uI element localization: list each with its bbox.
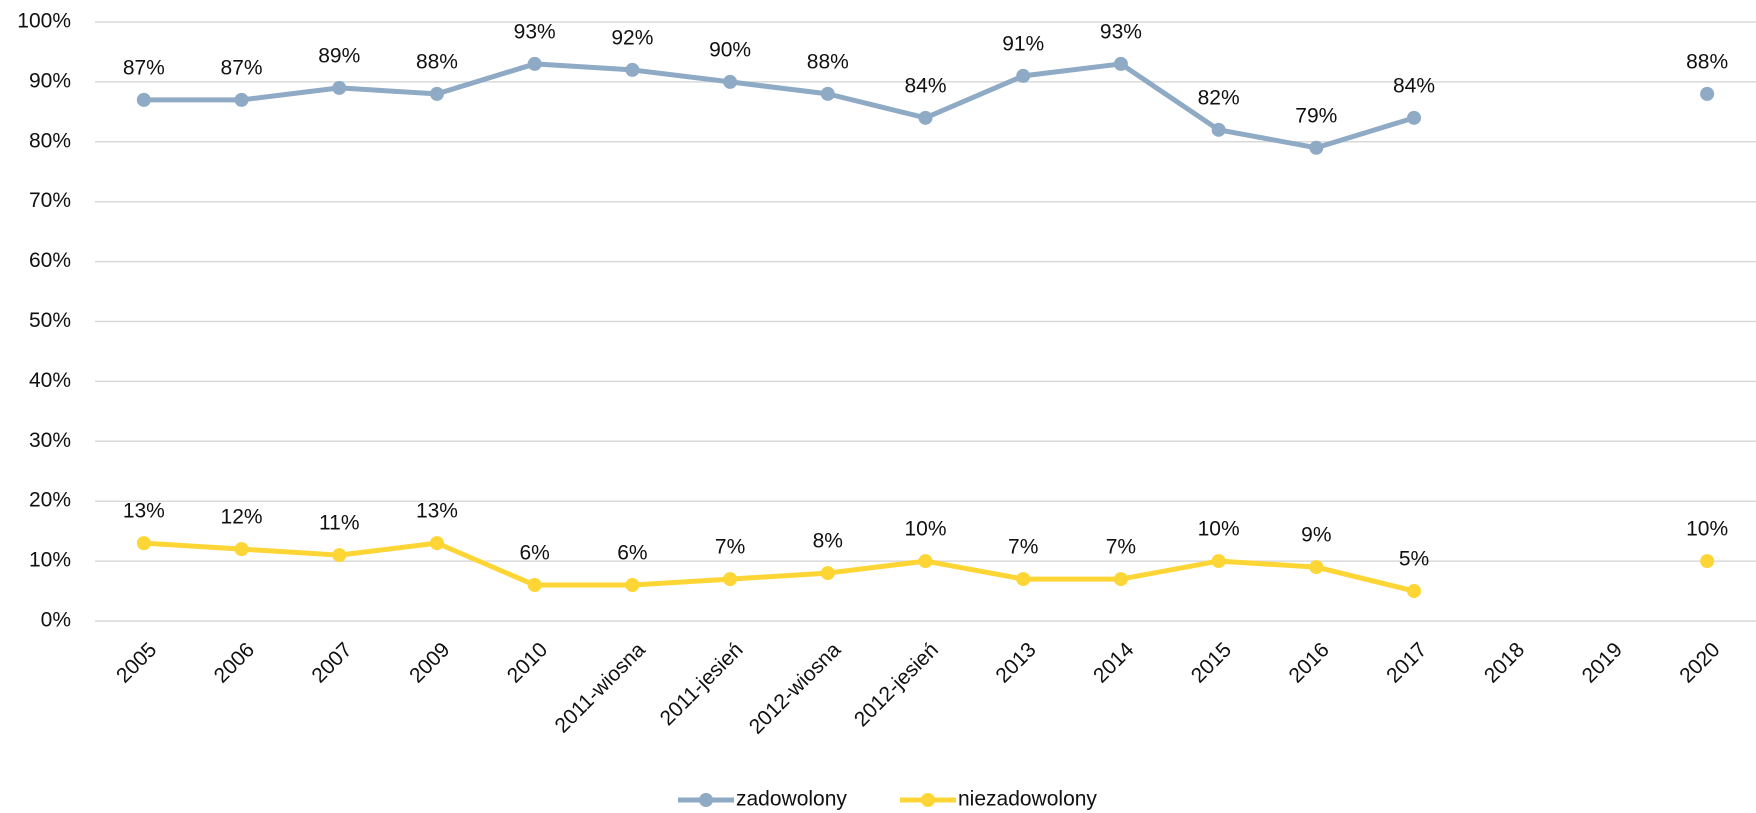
point [1407,110,1422,125]
point [723,572,738,587]
legend-marker [699,793,713,807]
data-label: 92% [611,26,653,49]
y-tick-label: 0% [41,609,71,632]
point [1113,572,1128,587]
legend-label: zadowolony [736,788,847,811]
x-tick-label: 2015 [1187,638,1236,687]
point [918,110,933,125]
x-tick-label: 2011-jesień [656,638,748,730]
y-tick-label: 70% [29,189,71,212]
point [1113,56,1128,71]
y-tick-label: 20% [29,489,71,512]
point [429,86,444,101]
data-label: 7% [1106,536,1136,559]
point [1016,572,1031,587]
data-label: 79% [1295,104,1337,127]
data-label: 87% [221,56,263,79]
data-label: 89% [318,44,360,67]
point [723,74,738,89]
data-label: 84% [1393,74,1435,97]
data-label: 93% [1100,20,1142,43]
y-tick-label: 10% [29,549,71,572]
point [1211,554,1226,569]
x-tick-label: 2019 [1578,638,1627,687]
point [820,86,835,101]
data-label: 12% [221,506,263,529]
data-label: 13% [123,500,165,523]
data-label: 6% [617,542,647,565]
point [1309,560,1324,575]
data-label: 11% [319,512,359,535]
data-label: 88% [1686,50,1728,73]
x-tick-label: 2011-wiosna [550,638,650,738]
y-tick-label: 60% [29,249,71,272]
data-label: 91% [1002,32,1044,55]
data-label: 88% [416,50,458,73]
x-tick-label: 2006 [210,638,259,687]
data-label: 6% [519,542,549,565]
x-tick-label: 2010 [503,638,552,687]
point [234,542,249,557]
x-tick-label: 2009 [405,638,454,687]
x-tick-label: 2013 [991,638,1040,687]
point [527,578,542,593]
point [527,56,542,71]
point [136,536,151,551]
x-tick-label: 2012-wiosna [745,638,846,739]
data-label: 88% [807,50,849,73]
data-label: 10% [1198,518,1240,541]
data-label: 87% [123,56,165,79]
point [1700,554,1715,569]
point [234,92,249,107]
data-label: 93% [514,20,556,43]
point [820,566,835,581]
data-label: 10% [1686,518,1728,541]
point [1211,122,1226,137]
y-tick-label: 80% [29,129,71,152]
x-tick-label: 2018 [1480,638,1529,687]
legend-label: niezadowolony [958,788,1097,811]
point [332,548,347,563]
x-tick-label: 2020 [1675,638,1724,687]
data-label: 7% [1008,536,1038,559]
point [429,536,444,551]
data-label: 90% [709,38,751,61]
point [1016,68,1031,83]
data-label: 8% [813,530,843,553]
data-label: 5% [1399,548,1429,571]
point [136,92,151,107]
point [332,80,347,95]
x-tick-label: 2014 [1089,638,1139,688]
y-tick-label: 30% [29,429,71,452]
y-tick-label: 100% [17,10,71,33]
x-tick-label: 2012-jesień [850,638,943,731]
point [918,554,933,569]
legend-marker [921,793,935,807]
x-tick-label: 2016 [1284,638,1333,687]
point [625,578,640,593]
point [1309,140,1324,155]
data-label: 84% [904,74,946,97]
data-label: 13% [416,500,458,523]
data-label: 82% [1198,86,1240,109]
point [1700,86,1715,101]
y-tick-label: 40% [29,369,71,392]
data-label: 7% [715,536,745,559]
y-tick-label: 50% [29,309,71,332]
x-tick-label: 2005 [112,638,161,687]
x-tick-label: 2007 [307,638,356,687]
data-label: 10% [904,518,946,541]
y-tick-label: 90% [29,69,71,92]
data-label: 9% [1301,524,1331,547]
point [625,62,640,77]
x-tick-label: 2017 [1382,638,1431,687]
point [1407,584,1422,599]
